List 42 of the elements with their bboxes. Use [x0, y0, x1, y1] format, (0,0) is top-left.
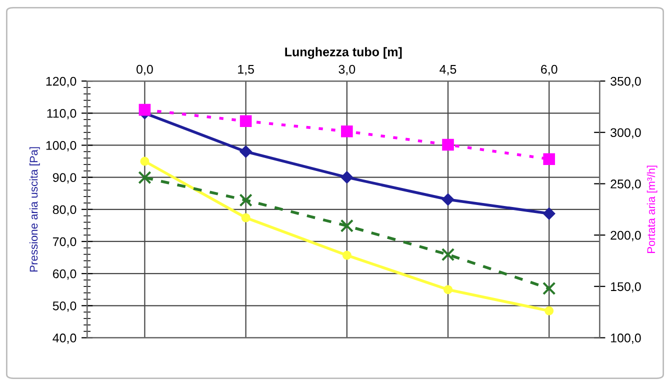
- y-tick-label: 70,0: [53, 237, 76, 248]
- y-tick-label: 40,0: [52, 334, 76, 344]
- x-tick-label: 4,5: [440, 65, 456, 76]
- y2-tick-label: 200,0: [610, 230, 641, 242]
- point: [441, 248, 455, 262]
- point: [239, 194, 252, 207]
- point: [340, 219, 354, 232]
- y2-tick-label: 250,0: [610, 180, 641, 190]
- y2-axis-title: Portata aria [m³/h]: [646, 166, 658, 253]
- point: [340, 171, 353, 184]
- point: [138, 170, 152, 184]
- point: [442, 194, 454, 206]
- x-tick-label: 3,0: [338, 64, 356, 76]
- point: [140, 156, 150, 166]
- y-tick-label: 50,0: [52, 301, 76, 312]
- y2-tick-label: 100,0: [611, 334, 641, 344]
- point: [443, 285, 453, 294]
- y-tick-label: 80,0: [52, 205, 76, 216]
- x-tick-label: 0,0: [136, 64, 153, 76]
- point: [542, 282, 556, 296]
- point: [240, 146, 252, 158]
- point: [341, 125, 353, 138]
- point: [342, 250, 352, 260]
- y2-tick-label: 300,0: [610, 128, 641, 139]
- point: [543, 208, 556, 220]
- point: [241, 213, 250, 222]
- y-tick-label: 90,0: [52, 173, 76, 184]
- point: [240, 115, 252, 128]
- y-tick-label: 60,0: [52, 269, 76, 280]
- point: [442, 138, 454, 151]
- x-tick-label: 6,0: [541, 64, 558, 76]
- x-tick-label: 1,5: [238, 65, 254, 76]
- point: [544, 306, 554, 316]
- y-axis-title: Pressione aria uscita [Pa]: [29, 147, 40, 272]
- point: [543, 153, 556, 165]
- y-tick-label: 100,0: [46, 141, 76, 152]
- x-axis-title: Lunghezza tubo [m]: [285, 47, 402, 59]
- y2-tick-label: 350,0: [610, 76, 641, 88]
- y-tick-label: 120,0: [46, 76, 76, 88]
- y-tick-label: 110,0: [47, 108, 76, 120]
- y2-tick-label: 150,0: [611, 282, 641, 293]
- point: [138, 104, 151, 116]
